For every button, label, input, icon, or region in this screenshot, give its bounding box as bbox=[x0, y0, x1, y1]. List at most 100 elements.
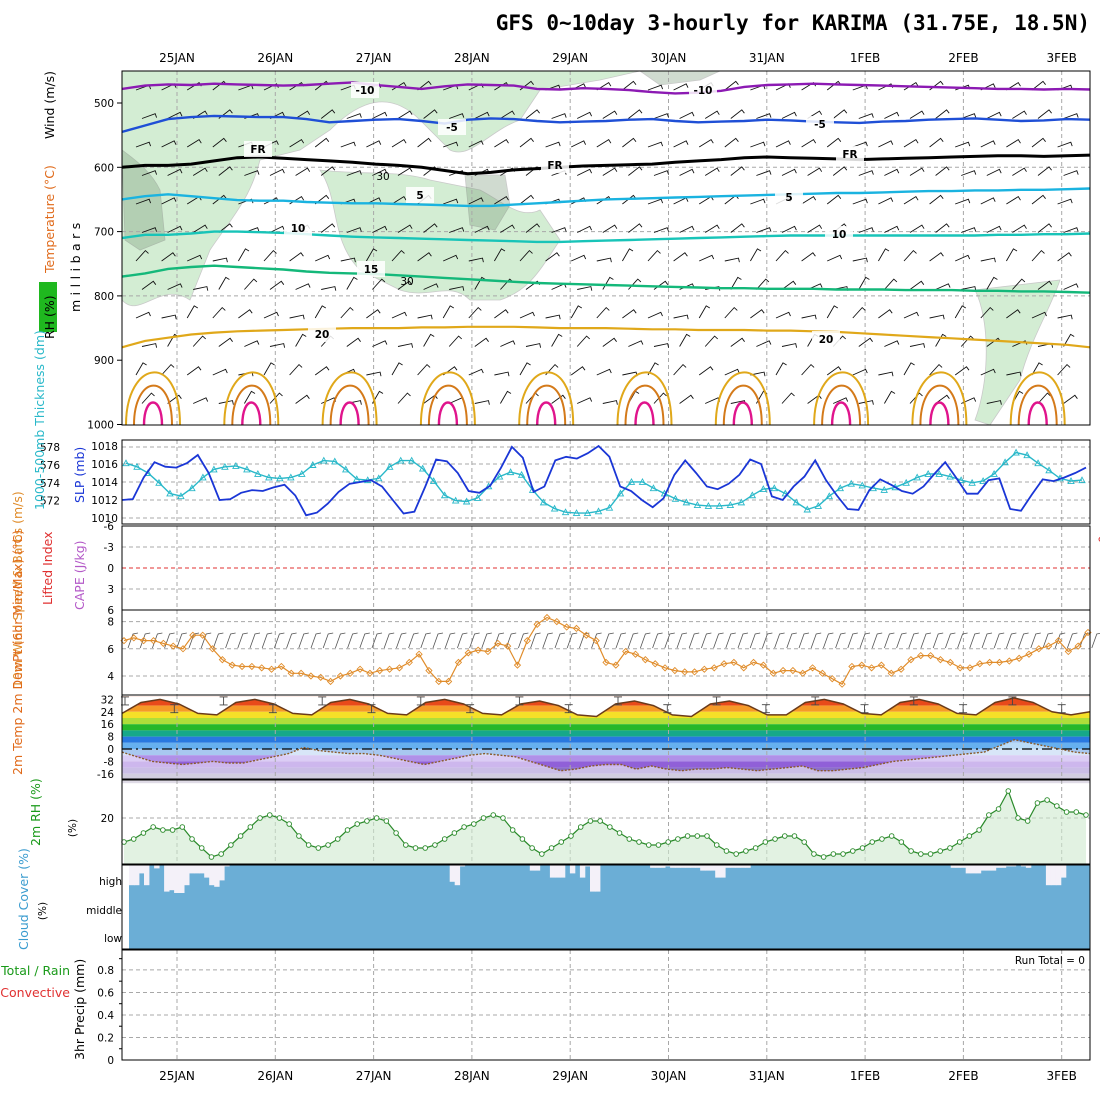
thickness-frame bbox=[121, 439, 1091, 525]
cloud-high-gap bbox=[685, 865, 691, 868]
wind-barb bbox=[212, 368, 228, 376]
wind-barb bbox=[955, 198, 971, 205]
dewpoint-line bbox=[121, 738, 1091, 772]
thickness-point bbox=[396, 456, 405, 464]
wind-barb-10m bbox=[786, 632, 797, 649]
thickness-point bbox=[276, 474, 284, 482]
rh2m-units: (%) bbox=[67, 819, 79, 837]
wind-barb bbox=[756, 227, 772, 233]
isotherm-label-bg bbox=[812, 331, 840, 347]
wind-barb bbox=[141, 280, 157, 290]
wind-barb bbox=[653, 343, 670, 348]
isotherm--10 bbox=[121, 81, 1091, 95]
precip-tick-label: 0.6 bbox=[97, 987, 114, 999]
cloud-high-gap bbox=[559, 865, 566, 878]
isotherm-15 bbox=[121, 264, 1091, 294]
wind-barb bbox=[192, 167, 208, 176]
pressure-tick-label: 1000 bbox=[87, 420, 114, 432]
wind-barb bbox=[192, 335, 207, 347]
isotherm-label: -5 bbox=[814, 119, 826, 131]
wind-barb bbox=[775, 140, 791, 148]
date-label-bottom: 1FEB bbox=[850, 1069, 880, 1083]
thickness-point bbox=[374, 474, 383, 482]
wind-barb bbox=[730, 337, 745, 347]
pressure-axis: 500 600 700 800 900 1000 bbox=[87, 98, 122, 432]
rh2m-point bbox=[364, 818, 370, 824]
wind-barb bbox=[238, 309, 253, 319]
cloud-high-gap bbox=[590, 865, 596, 892]
wind-speed-point bbox=[720, 660, 728, 668]
cloud-high-gap bbox=[529, 865, 536, 871]
wind-barb bbox=[238, 248, 250, 262]
cloud-high-gap bbox=[730, 865, 736, 868]
wind-speed-point bbox=[681, 668, 689, 676]
wind-speed-point bbox=[631, 650, 640, 658]
rh-label: 30 bbox=[400, 276, 413, 288]
rh-contour-60 bbox=[464, 174, 511, 231]
wind-barb bbox=[724, 368, 740, 376]
wind-barb bbox=[781, 392, 795, 404]
rh2m-point bbox=[995, 806, 1002, 812]
cloud-high-gap bbox=[194, 865, 200, 874]
thickness-point bbox=[232, 461, 240, 469]
wind-barb bbox=[724, 257, 740, 263]
temp-minmax-marker bbox=[614, 696, 622, 706]
wind-speed-point bbox=[1074, 642, 1082, 650]
wind-barb bbox=[596, 306, 610, 319]
thickness-point bbox=[836, 484, 845, 492]
wind-speed-point bbox=[808, 664, 817, 672]
isotherm-30 bbox=[437, 401, 459, 426]
wind-barb-10m bbox=[237, 632, 248, 649]
wind-speed-point bbox=[533, 620, 541, 628]
wind-barb-10m bbox=[225, 632, 236, 649]
wind-barb bbox=[397, 392, 411, 404]
wind-barb bbox=[704, 110, 720, 119]
cloud-high-gap bbox=[184, 865, 190, 886]
cloud-high-gap bbox=[690, 865, 696, 868]
wind-barb bbox=[833, 397, 849, 404]
wind-barb bbox=[878, 248, 890, 262]
thickness-point bbox=[814, 502, 823, 509]
rh2m-point bbox=[451, 830, 458, 836]
rh2m-point bbox=[597, 818, 603, 824]
thickness-point bbox=[638, 477, 647, 485]
wind-barb-10m bbox=[871, 632, 883, 649]
wind-barb bbox=[295, 110, 311, 119]
wind-barb-10m bbox=[774, 632, 785, 649]
wind-barb bbox=[704, 224, 720, 233]
wind-barb bbox=[366, 309, 381, 319]
wind-barb bbox=[781, 111, 797, 119]
wind-speed-point bbox=[779, 666, 787, 675]
wind-barb-10m bbox=[884, 632, 895, 649]
wind-barb bbox=[935, 333, 947, 347]
wind-barb bbox=[653, 227, 670, 233]
wind-barb bbox=[1063, 283, 1079, 290]
wind-barb bbox=[468, 368, 484, 376]
wind-barb bbox=[1006, 309, 1021, 319]
thickness-tick-label: 578 bbox=[40, 442, 60, 454]
temp-tick-label: 32 bbox=[101, 694, 114, 706]
wind-barb-10m bbox=[749, 632, 761, 649]
thickness-point bbox=[550, 504, 559, 512]
rh2m-point bbox=[480, 815, 487, 821]
wind-barb bbox=[954, 366, 970, 376]
wind-barb bbox=[980, 257, 996, 263]
wind-barb bbox=[858, 170, 874, 176]
cloud-high-gap bbox=[695, 865, 701, 868]
wind-barb bbox=[596, 138, 612, 148]
isotherm-30 bbox=[1027, 401, 1048, 426]
cloud-high-gap bbox=[720, 865, 726, 878]
thickness-point bbox=[583, 509, 592, 517]
wind-barb bbox=[519, 311, 535, 319]
wind-barb bbox=[878, 197, 894, 205]
rh2m-point bbox=[160, 827, 166, 833]
thickness-point bbox=[122, 459, 130, 467]
lifted-index-tick-label: 0 bbox=[107, 563, 114, 575]
wind-speed-point bbox=[907, 656, 915, 664]
wind-barb-10m bbox=[993, 632, 1005, 649]
date-label-bottom: 25JAN bbox=[159, 1069, 195, 1083]
rh2m-point bbox=[723, 848, 730, 854]
cloud-high-gap bbox=[129, 865, 135, 886]
wind-barb bbox=[852, 368, 868, 376]
wind-barb bbox=[161, 314, 177, 320]
